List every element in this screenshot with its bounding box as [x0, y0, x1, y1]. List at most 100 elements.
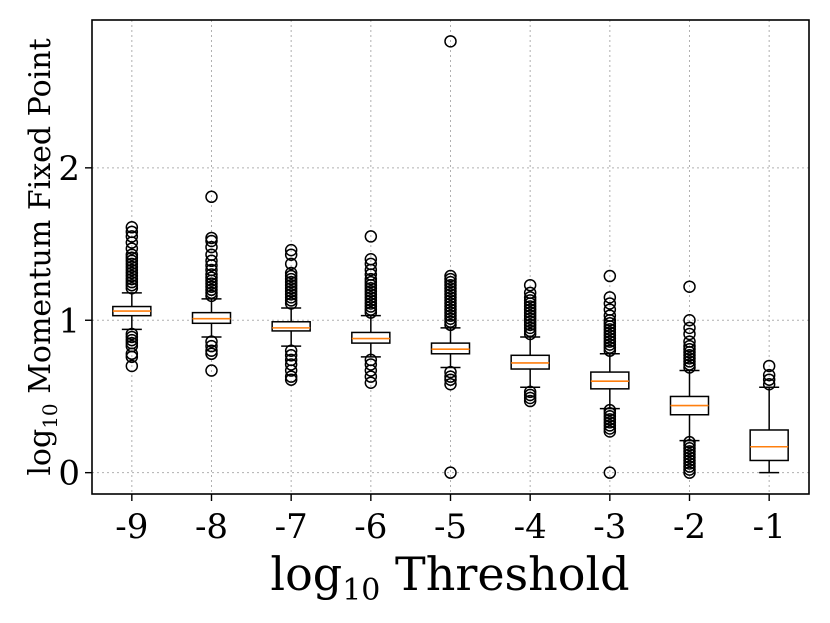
- outlier-point: [683, 335, 696, 348]
- outlier-point: [284, 257, 298, 271]
- outlier-point: [125, 275, 139, 289]
- outlier-point: [444, 278, 457, 292]
- outlier-point: [603, 323, 617, 336]
- outlier-point: [364, 281, 378, 295]
- x-tick-label: -7: [275, 507, 308, 547]
- outlier-point: [523, 291, 537, 304]
- outlier-point: [364, 306, 378, 319]
- outlier-point: [683, 355, 696, 368]
- outlier-point: [284, 353, 298, 367]
- outlier-point: [205, 190, 218, 204]
- outlier-point: [603, 332, 617, 345]
- outlier-point: [364, 370, 378, 383]
- outlier-point: [284, 248, 298, 261]
- outlier-point: [683, 435, 696, 449]
- outlier-point: [125, 254, 139, 268]
- outlier-point: [364, 297, 378, 310]
- outlier-point: [523, 294, 537, 307]
- y-tick-label: 2: [58, 149, 80, 189]
- outlier-point: [364, 272, 378, 286]
- outlier-point: [683, 445, 696, 458]
- outlier-point: [125, 333, 139, 347]
- outlier-point: [125, 260, 139, 274]
- outlier-point: [762, 368, 776, 382]
- outlier-point: [683, 349, 696, 362]
- outlier-point: [125, 281, 139, 295]
- outlier-point: [683, 321, 696, 335]
- outlier-point: [205, 364, 218, 377]
- x-tick-label: -3: [593, 507, 626, 547]
- outlier-point: [205, 344, 218, 357]
- outlier-point: [523, 321, 537, 335]
- x-tick-label: -4: [514, 507, 547, 547]
- outlier-point: [205, 339, 218, 353]
- outlier-point: [125, 251, 139, 265]
- outlier-point: [444, 303, 457, 316]
- outlier-point: [125, 327, 139, 341]
- outlier-point: [205, 234, 218, 248]
- outlier-point: [683, 358, 696, 371]
- outlier-point: [364, 257, 378, 271]
- outlier-point: [364, 285, 378, 298]
- outlier-point: [762, 373, 776, 386]
- outlier-point: [444, 309, 457, 322]
- outlier-point: [205, 268, 218, 281]
- outlier-point: [683, 463, 696, 476]
- outlier-point: [444, 35, 457, 48]
- outlier-point: [523, 300, 537, 313]
- box-group: [351, 230, 391, 389]
- outlier-point: [125, 266, 139, 280]
- outlier-point: [523, 315, 537, 329]
- outlier-point: [205, 283, 218, 297]
- outlier-point: [444, 291, 457, 304]
- outlier-point: [364, 358, 378, 371]
- outlier-point: [125, 269, 139, 283]
- outlier-point: [683, 280, 696, 293]
- outlier-point: [284, 243, 298, 257]
- outlier-point: [125, 225, 139, 239]
- outlier-point: [444, 315, 457, 329]
- outlier-point: [683, 339, 696, 353]
- outlier-point: [284, 297, 298, 310]
- outlier-point: [523, 327, 537, 341]
- outlier-point: [364, 253, 378, 266]
- outlier-point: [205, 248, 218, 261]
- outlier-point: [523, 309, 537, 322]
- outlier-point: [444, 275, 457, 289]
- outlier-point: [683, 454, 696, 467]
- outlier-point: [125, 272, 139, 286]
- box-group: [430, 35, 471, 479]
- outlier-point: [125, 242, 139, 255]
- outlier-point: [125, 359, 139, 373]
- outlier-point: [205, 231, 218, 245]
- outlier-point: [284, 285, 298, 298]
- outlier-point: [284, 269, 298, 283]
- outlier-point: [364, 376, 378, 389]
- outlier-point: [603, 419, 617, 432]
- outlier-point: [284, 358, 298, 371]
- outlier-point: [444, 306, 457, 319]
- outlier-point: [125, 278, 139, 292]
- y-tick-label: 1: [58, 301, 80, 341]
- outlier-point: [444, 312, 457, 325]
- outlier-point: [284, 370, 298, 383]
- outlier-point: [284, 291, 298, 304]
- outlier-point: [603, 425, 617, 438]
- outlier-point: [444, 297, 457, 310]
- outlier-point: [603, 303, 617, 316]
- x-axis-label-text: Threshold: [380, 547, 629, 601]
- outlier-point: [603, 406, 617, 420]
- axis-ticks: 0 1 2 -9 -8 -7 -6 -5 -4 -3 -2 -1: [58, 149, 785, 547]
- outlier-point: [603, 403, 617, 417]
- outlier-point: [523, 286, 537, 300]
- outlier-point: [444, 300, 457, 313]
- outlier-point: [205, 277, 218, 290]
- x-tick-label: -9: [115, 507, 148, 547]
- box-group: [271, 243, 311, 386]
- outlier-point: [444, 318, 457, 332]
- box-group: [590, 269, 630, 479]
- outlier-point: [523, 391, 537, 405]
- outlier-point: [603, 344, 617, 357]
- outlier-point: [603, 466, 617, 479]
